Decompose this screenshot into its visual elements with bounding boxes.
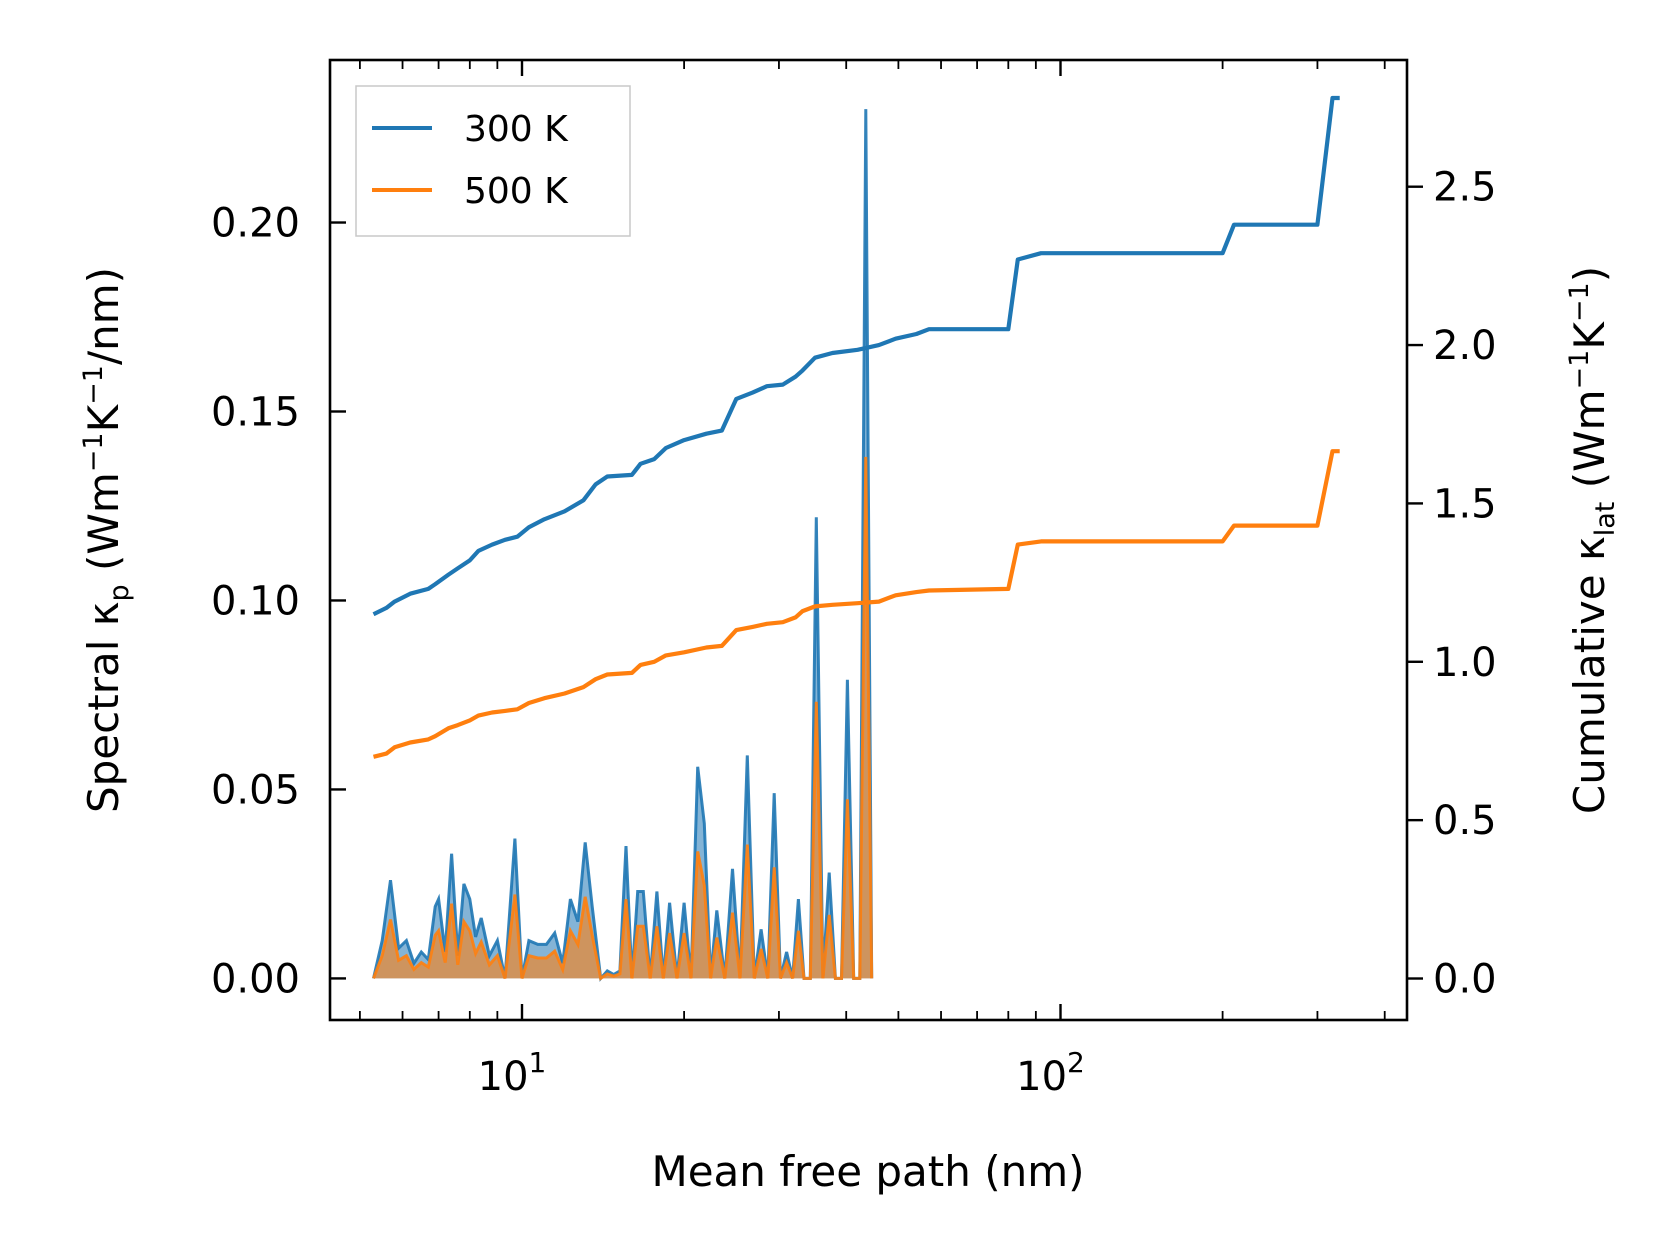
legend-box bbox=[355, 85, 631, 237]
y-left-tick-label: 0.00 bbox=[211, 956, 300, 1002]
y-left-tick-label: 0.05 bbox=[211, 767, 300, 813]
y-right-label-mid: K bbox=[1565, 321, 1614, 350]
x-tick-label: 101 bbox=[478, 1046, 547, 1100]
y-left-label-sub: p bbox=[104, 584, 135, 601]
y-right-label-unit-open: (Wm bbox=[1565, 389, 1614, 501]
y-left-tick-label: 0.20 bbox=[211, 201, 300, 247]
spectral-line-300k bbox=[372, 109, 874, 982]
plot-frame bbox=[328, 58, 1409, 1022]
cumulative-line-layer bbox=[372, 95, 1340, 759]
x-tick-label-base: 10 bbox=[478, 1054, 529, 1100]
y-right-tick-label: 1.0 bbox=[1433, 640, 1497, 686]
y-right-tick-label: 2.5 bbox=[1433, 165, 1497, 211]
y-left-tick-label: 0.15 bbox=[211, 389, 300, 435]
y-right-label-sub: lat bbox=[1590, 502, 1621, 537]
y-right-label-tail: ) bbox=[1565, 266, 1614, 282]
legend-label-300k: 300 K bbox=[464, 109, 569, 150]
legend-label-500k: 500 K bbox=[464, 171, 569, 212]
legend: 300 K 500 K bbox=[355, 85, 631, 237]
y-axis-right-label: Cumulative κlat (Wm−1K−1) bbox=[1564, 266, 1621, 814]
y-left-label-main: Spectral κ bbox=[79, 602, 128, 814]
x-tick-label-exp: 1 bbox=[529, 1046, 547, 1079]
cumulative-line-300k bbox=[372, 95, 1340, 617]
y-left-label-mid: K bbox=[79, 403, 128, 432]
x-axis-label: Mean free path (nm) bbox=[651, 1147, 1084, 1196]
x-tick-label-base: 10 bbox=[1016, 1054, 1067, 1100]
y-axis-left-label: Spectral κp (Wm−1K−1/nm) bbox=[78, 267, 135, 813]
y-right-label-exp2: −1 bbox=[1564, 282, 1595, 322]
spectral-fill-300k bbox=[373, 109, 872, 979]
y-left-label-exp2: −1 bbox=[78, 365, 109, 405]
y-right-label-main: Cumulative κ bbox=[1565, 536, 1614, 814]
y-left-tick-label: 0.10 bbox=[211, 578, 300, 624]
tick-layer bbox=[330, 60, 1423, 1020]
y-right-tick-label: 0.0 bbox=[1433, 957, 1497, 1003]
x-tick-label: 102 bbox=[1016, 1046, 1085, 1100]
y-right-tick-label: 0.5 bbox=[1433, 798, 1497, 844]
spectral-line-500k bbox=[372, 456, 874, 981]
y-right-tick-label: 1.5 bbox=[1433, 481, 1497, 527]
y-right-tick-label: 2.0 bbox=[1433, 323, 1497, 369]
y-left-label-exp1: −1 bbox=[78, 432, 109, 472]
cumulative-line-500k bbox=[372, 449, 1340, 759]
x-tick-label-exp: 2 bbox=[1067, 1046, 1085, 1079]
y-left-label-unit-open: (Wm bbox=[79, 472, 128, 584]
spectral-fill-layer bbox=[372, 109, 874, 982]
tick-label-layer: 101 1020.000.050.100.150.200.00.51.01.52.… bbox=[211, 165, 1497, 1100]
y-right-label-exp1: −1 bbox=[1564, 350, 1595, 390]
y-left-label-tail: /nm) bbox=[79, 267, 128, 365]
